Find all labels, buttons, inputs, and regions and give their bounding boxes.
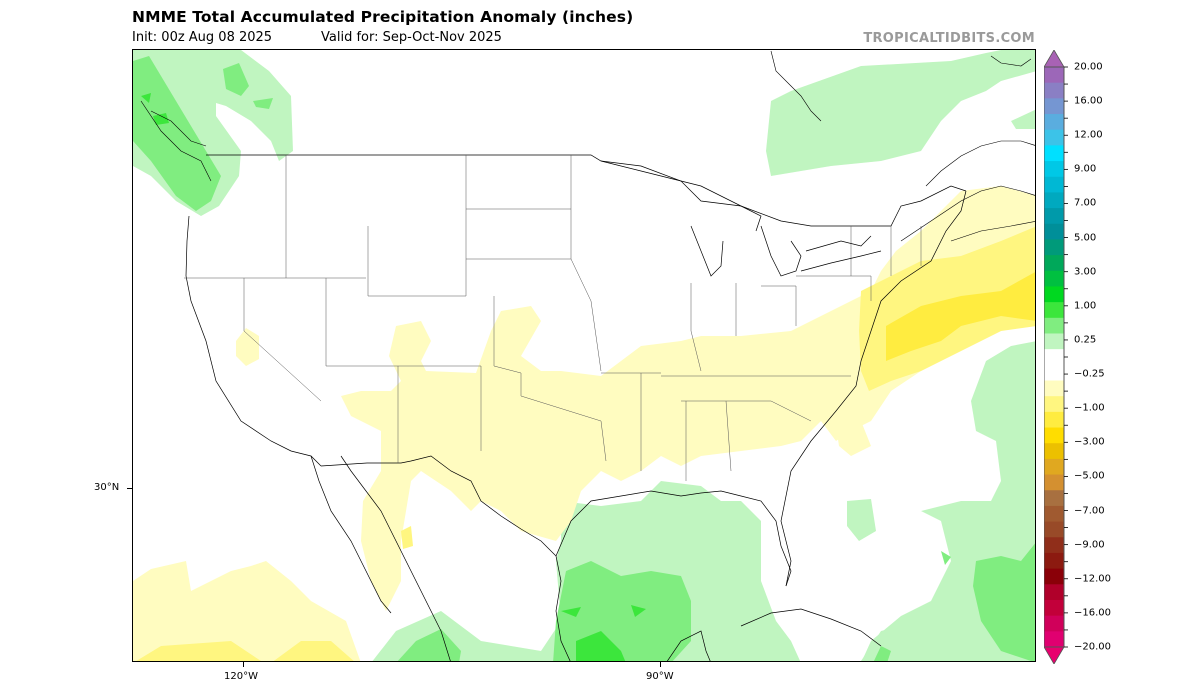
lon-label-120w: 120°W: [224, 671, 258, 682]
colorbar-segment: [1044, 490, 1064, 507]
colorbar-segment: [1044, 474, 1064, 491]
state-lines: [184, 155, 922, 481]
colorbar-segment: [1044, 317, 1064, 334]
site-credit: TROPICALTIDBITS.COM: [863, 31, 1035, 46]
colorbar-segment: [1044, 333, 1064, 350]
political-borders: [185, 154, 967, 661]
colorbar-tick-label: −16.00: [1074, 607, 1112, 619]
colorbar-segment: [1044, 255, 1064, 272]
colorbar-tick-label: 12.00: [1074, 129, 1103, 141]
colorbar-segment: [1044, 270, 1064, 287]
colorbar-tick-label: 20.00: [1074, 61, 1103, 73]
colorbar-tick-label: 0.25: [1074, 334, 1097, 346]
colorbar-segment: [1044, 67, 1064, 84]
colorbar-segment: [1044, 349, 1064, 366]
colorbar-segment: [1044, 208, 1064, 225]
colorbar-tick-label: 1.00: [1074, 300, 1097, 312]
init-time: Init: 00z Aug 08 2025: [132, 30, 273, 45]
map-graphic: [133, 50, 1035, 661]
colorbar-tick-label: −5.00: [1074, 470, 1105, 482]
canada-coasts: [140, 50, 1035, 242]
colorbar-segment: [1044, 380, 1064, 397]
colorbar-tick-label: 16.00: [1074, 95, 1103, 107]
colorbar-tick-label: −3.00: [1074, 436, 1105, 448]
colorbar-tick-label: −0.25: [1074, 368, 1105, 380]
colorbar-segment: [1044, 364, 1064, 382]
colorbar-tick-label: −7.00: [1074, 505, 1105, 517]
colorbar-segment: [1044, 223, 1064, 240]
colorbar-segment: [1044, 631, 1064, 648]
colorbar-max-extend: [1043, 49, 1065, 68]
colorbar-tick-label: −9.00: [1074, 539, 1105, 551]
colorbar-tick-label: 3.00: [1074, 266, 1097, 278]
colorbar-segment: [1044, 145, 1064, 162]
colorbar-segment: [1044, 192, 1064, 209]
colorbar-segment: [1044, 615, 1064, 632]
colorbar-tick-label: −1.00: [1074, 402, 1105, 414]
lat-label-30n: 30°N: [94, 482, 120, 493]
lon-tick-90w: [660, 662, 661, 667]
lon-label-90w: 90°W: [646, 671, 674, 682]
colorbar-segment: [1044, 599, 1064, 617]
colorbar-segment: [1044, 505, 1064, 523]
colorbar-tick-label: 5.00: [1074, 232, 1097, 244]
lat-tick: [127, 488, 132, 489]
colorbar-segment: [1044, 82, 1064, 99]
colorbar-tick-label: 7.00: [1074, 197, 1097, 209]
colorbar-graphic: [1043, 49, 1068, 665]
wet-anomaly-medium: [133, 56, 1035, 661]
colorbar-segment: [1044, 396, 1064, 413]
dry-anomaly-light: [133, 186, 1035, 661]
colorbar-segment: [1044, 176, 1064, 193]
wet-anomaly-strong: [141, 93, 646, 661]
colorbar-segment: [1044, 114, 1064, 131]
colorbar-segment: [1044, 443, 1064, 460]
chart-title: NMME Total Accumulated Precipitation Ano…: [132, 8, 634, 26]
colorbar-segment: [1044, 411, 1064, 429]
colorbar-segment: [1044, 458, 1064, 476]
colorbar-segment: [1044, 521, 1064, 538]
colorbar-min-extend: [1043, 646, 1065, 665]
colorbar-segment: [1044, 161, 1064, 178]
colorbar-segment: [1044, 239, 1064, 256]
dry-anomaly-strong: [886, 272, 1035, 361]
colorbar-segment: [1044, 568, 1064, 585]
great-lakes: [600, 160, 882, 277]
colorbar-segment: [1044, 98, 1064, 115]
colorbar-segment: [1044, 302, 1064, 319]
colorbar-tick-label: −20.00: [1074, 641, 1112, 653]
colorbar: [1043, 49, 1068, 665]
lon-tick-120w: [243, 662, 244, 667]
colorbar-segment: [1044, 286, 1064, 303]
colorbar-segment: [1044, 427, 1064, 444]
colorbar-segment: [1044, 552, 1064, 570]
precip-anomaly-map: [132, 49, 1036, 662]
valid-period: Valid for: Sep-Oct-Nov 2025: [321, 30, 502, 45]
colorbar-segment: [1044, 129, 1064, 146]
colorbar-segment: [1044, 584, 1064, 601]
colorbar-tick-label: −12.00: [1074, 573, 1112, 585]
colorbar-tick-label: 9.00: [1074, 163, 1097, 175]
colorbar-segment: [1044, 537, 1064, 554]
